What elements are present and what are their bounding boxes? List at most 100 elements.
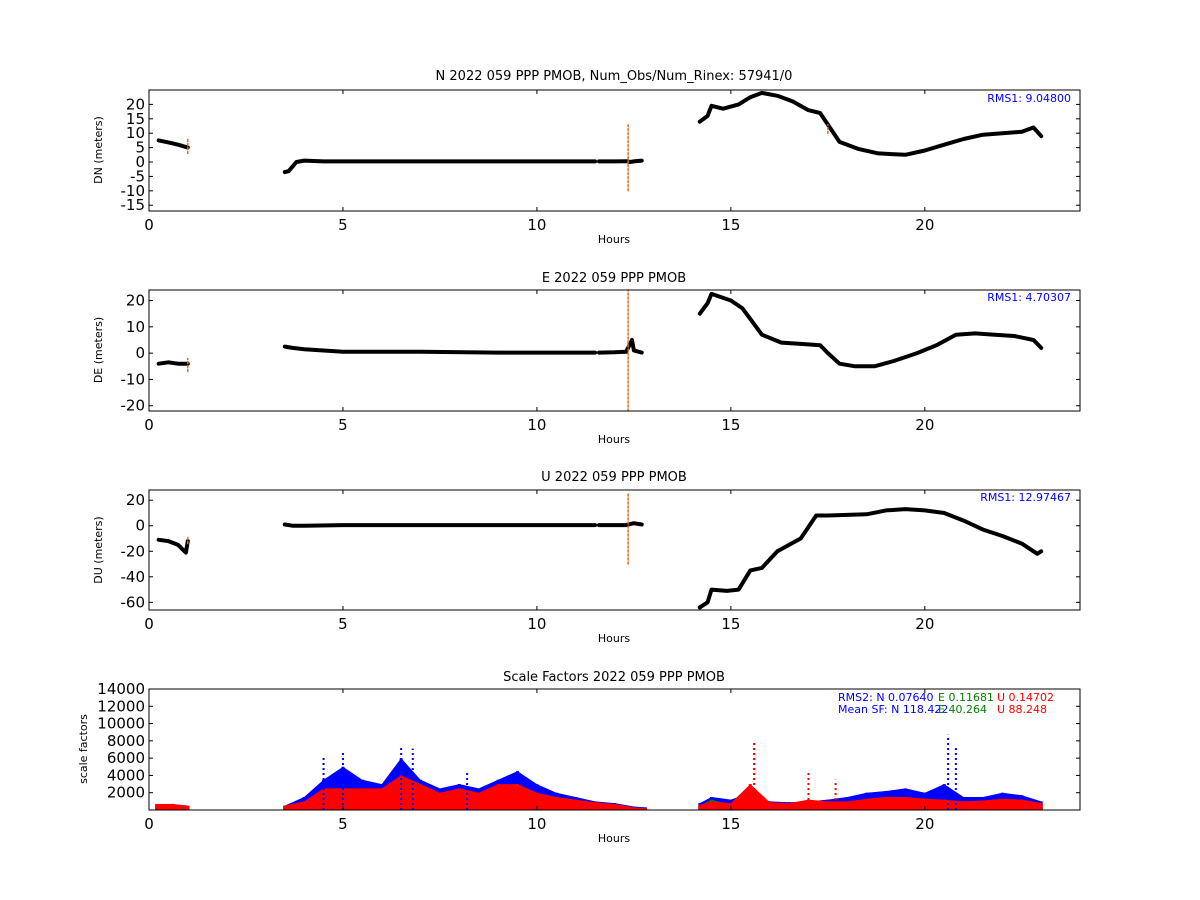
panel-up-title: U 2022 059 PPP PMOB <box>541 470 687 485</box>
panel-up-series-solution <box>282 522 598 528</box>
panel-scale-area-U <box>769 802 790 810</box>
panel-up-ytick-label: 20 <box>126 491 145 509</box>
panel-north-ytick-label: 0 <box>135 153 145 171</box>
panel-scale-area-U <box>342 788 363 810</box>
panel-scale-area-U <box>808 799 828 810</box>
panel-north-series-solution <box>156 138 190 150</box>
panel-up-plot <box>156 493 1044 610</box>
panel-east-ytick-label: 10 <box>126 318 145 336</box>
panel-up-series-solution <box>156 537 190 555</box>
panel-north-ytick-label: 10 <box>126 124 145 142</box>
panel-north-xtick-label: 5 <box>338 216 348 234</box>
panel-scale-area-U <box>924 798 945 810</box>
panel-east-series-solution <box>697 291 1044 369</box>
panel-up-ytick-label: -20 <box>121 542 146 560</box>
panel-north-ytick-label: 20 <box>126 95 145 113</box>
scale-rms2-u: U 0.14702 <box>997 691 1054 704</box>
panel-east-xtick-label: 5 <box>338 416 348 434</box>
panel-north-ylabel: DN (meters) <box>92 116 105 184</box>
panel-east-frame <box>148 289 1081 412</box>
panel-scale-xtick-label: 0 <box>144 815 154 833</box>
panel-up-ytick-label: -60 <box>121 593 146 611</box>
panel-up-series-solution <box>597 521 644 528</box>
panel-east-xlabel: Hours <box>598 433 630 446</box>
panel-scale-factors: Scale Factors 2022 059 PPP PMOB scale fa… <box>77 670 1054 845</box>
panel-scale-area-U <box>536 792 557 810</box>
panel-up-xlabel: Hours <box>598 632 630 645</box>
panel-scale-ytick-label: 2000 <box>107 784 145 802</box>
scale-mean-n: Mean SF: N 118.422 <box>838 703 948 716</box>
panel-scale-xtick-label: 5 <box>338 815 348 833</box>
panel-scale-area-U <box>866 797 887 810</box>
panel-scale-area-U <box>789 799 809 810</box>
panel-scale-area-U <box>420 784 440 810</box>
panel-scale-ytick-label: 4000 <box>107 766 145 784</box>
panel-scale-area-U <box>517 784 537 810</box>
panel-scale-ytick-label: 10000 <box>97 715 145 733</box>
panel-north-ytick-label: -10 <box>121 182 146 200</box>
panel-scale-area-U <box>459 788 479 810</box>
panel-north-ytick-label: 15 <box>126 110 145 128</box>
panel-east-ytick-label: 0 <box>135 344 145 362</box>
panel-scale-area-U <box>284 801 305 810</box>
panel-east-title: E 2022 059 PPP PMOB <box>542 271 686 286</box>
panel-scale-area-U <box>633 807 646 810</box>
panel-north-xtick-label: 20 <box>915 216 934 234</box>
panel-up-rms: RMS1: 12.97467 <box>980 491 1071 504</box>
panel-east-rms: RMS1: 4.70307 <box>987 291 1071 304</box>
panel-up-xtick-label: 10 <box>527 615 546 633</box>
panel-up-xtick-label: 0 <box>144 615 154 633</box>
panel-north-ytick-label: 5 <box>135 139 145 157</box>
panel-east-ylabel: DE (meters) <box>92 317 105 383</box>
panel-scale-area-U <box>730 784 751 810</box>
scale-mean-e: E 40.264 <box>938 703 987 716</box>
panel-scale-area-U <box>478 784 499 810</box>
panel-scale-area-U <box>711 801 731 810</box>
panel-up-ylabel: DU (meters) <box>92 516 105 583</box>
panel-up-ytick-label: -40 <box>121 568 146 586</box>
panel-east-xtick-label: 0 <box>144 416 154 434</box>
panel-north-plot <box>156 90 1044 192</box>
panel-scale-area-U <box>963 800 984 810</box>
panel-east-series-solution <box>156 360 190 366</box>
panel-north-frame <box>148 89 1081 212</box>
scale-rms2-e: E 0.11681 <box>938 691 994 704</box>
panel-scale-area-U <box>156 803 173 810</box>
panel-north-ytick-label: -15 <box>121 196 146 214</box>
panel-north: N 2022 059 PPP PMOB, Num_Obs/Num_Rinex: … <box>92 69 1071 246</box>
panel-east-xtick-label: 10 <box>527 416 546 434</box>
panel-scale-area-U <box>556 797 576 810</box>
panel-scale-area-U <box>439 788 460 810</box>
panel-scale-area-U <box>575 799 596 810</box>
panel-up-series-solution <box>697 507 1044 610</box>
panel-scale-area-U <box>983 798 1003 810</box>
panel-scale-area-U <box>1002 798 1022 810</box>
panel-north-xtick-label: 0 <box>144 216 154 234</box>
panel-north-rms: RMS1: 9.04800 <box>987 92 1071 105</box>
panel-scale-area-U <box>847 798 867 810</box>
panel-east-xtick-label: 15 <box>721 416 740 434</box>
panel-scale-xtick-label: 15 <box>721 815 740 833</box>
panel-scale-area-U <box>1021 799 1042 810</box>
panel-scale-area-U <box>362 788 382 810</box>
panel-up-xtick-label: 20 <box>915 615 934 633</box>
panel-scale-xtick-label: 10 <box>527 815 546 833</box>
panel-scale-area-U <box>172 803 188 810</box>
panel-scale-area-U <box>498 784 518 810</box>
panel-scale-area-U <box>750 784 770 810</box>
panel-east-series-solution <box>282 344 598 355</box>
panel-scale-area-U <box>699 801 712 810</box>
panel-east-ytick-label: 20 <box>126 292 145 310</box>
panel-scale-area-U <box>614 803 634 810</box>
panel-north-xtick-label: 10 <box>527 216 546 234</box>
panel-scale-area-U <box>827 801 848 810</box>
panel-scale-frame <box>148 688 1081 811</box>
panel-east-plot <box>156 289 1044 412</box>
panel-north-series-solution <box>697 90 1044 157</box>
panel-up-xtick-label: 5 <box>338 615 348 633</box>
panel-east-series-solution <box>597 338 644 355</box>
panel-north-xtick-label: 15 <box>721 216 740 234</box>
panel-north-ytick-label: -5 <box>130 167 145 185</box>
panel-scale-area-U <box>401 775 421 810</box>
panel-east-ytick-label: -20 <box>121 397 146 415</box>
